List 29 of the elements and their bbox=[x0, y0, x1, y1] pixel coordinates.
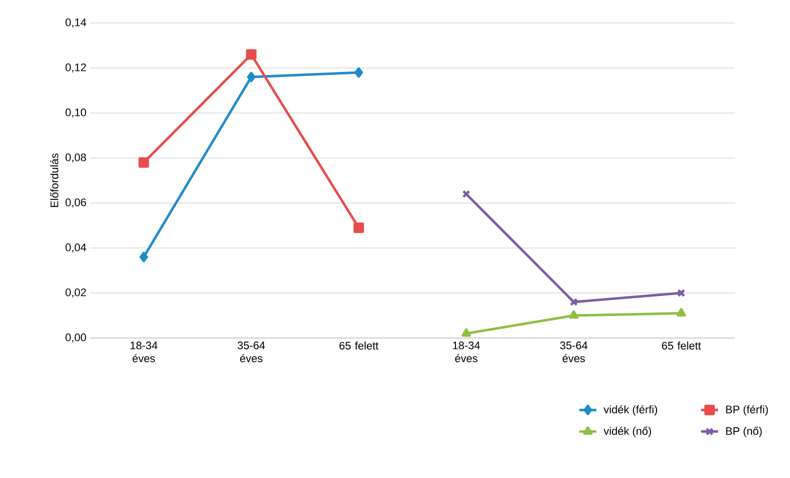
y-tick-label: 0,10 bbox=[66, 108, 86, 118]
legend-label: vidék (nő) bbox=[604, 426, 652, 438]
x-tick-label: 35-64 éves bbox=[238, 342, 265, 362]
y-axis-title: Előfordulás bbox=[50, 154, 58, 208]
point bbox=[354, 222, 364, 233]
y-tick-label: 0,08 bbox=[66, 153, 86, 163]
legend-label: BP (nő) bbox=[726, 426, 762, 438]
x-tick-label: 18-34 éves bbox=[130, 342, 158, 362]
legend-label: vidék (férfi) bbox=[604, 405, 658, 416]
point bbox=[138, 157, 149, 168]
y-tick-label: 0,00 bbox=[66, 333, 86, 343]
y-tick-label: 0,12 bbox=[66, 63, 86, 73]
x-tick-label: 65 felett bbox=[340, 342, 378, 350]
point bbox=[354, 67, 363, 78]
point bbox=[462, 328, 471, 337]
x-tick-label: 35-64 éves bbox=[560, 342, 588, 362]
y-tick-label: 0,04 bbox=[66, 243, 86, 253]
point bbox=[569, 310, 578, 319]
point bbox=[570, 298, 578, 306]
x-tick-label: 18-34 éves bbox=[453, 342, 480, 362]
point bbox=[676, 308, 686, 316]
x-tick-label: 65 felett bbox=[662, 342, 701, 350]
legend-label: BP (férfi) bbox=[726, 405, 768, 416]
y-tick-label: 0,14 bbox=[66, 18, 86, 28]
point bbox=[246, 49, 256, 60]
y-tick-label: 0,06 bbox=[66, 198, 86, 208]
y-tick-label: 0,02 bbox=[66, 288, 86, 298]
point bbox=[140, 252, 148, 262]
point bbox=[247, 72, 256, 82]
